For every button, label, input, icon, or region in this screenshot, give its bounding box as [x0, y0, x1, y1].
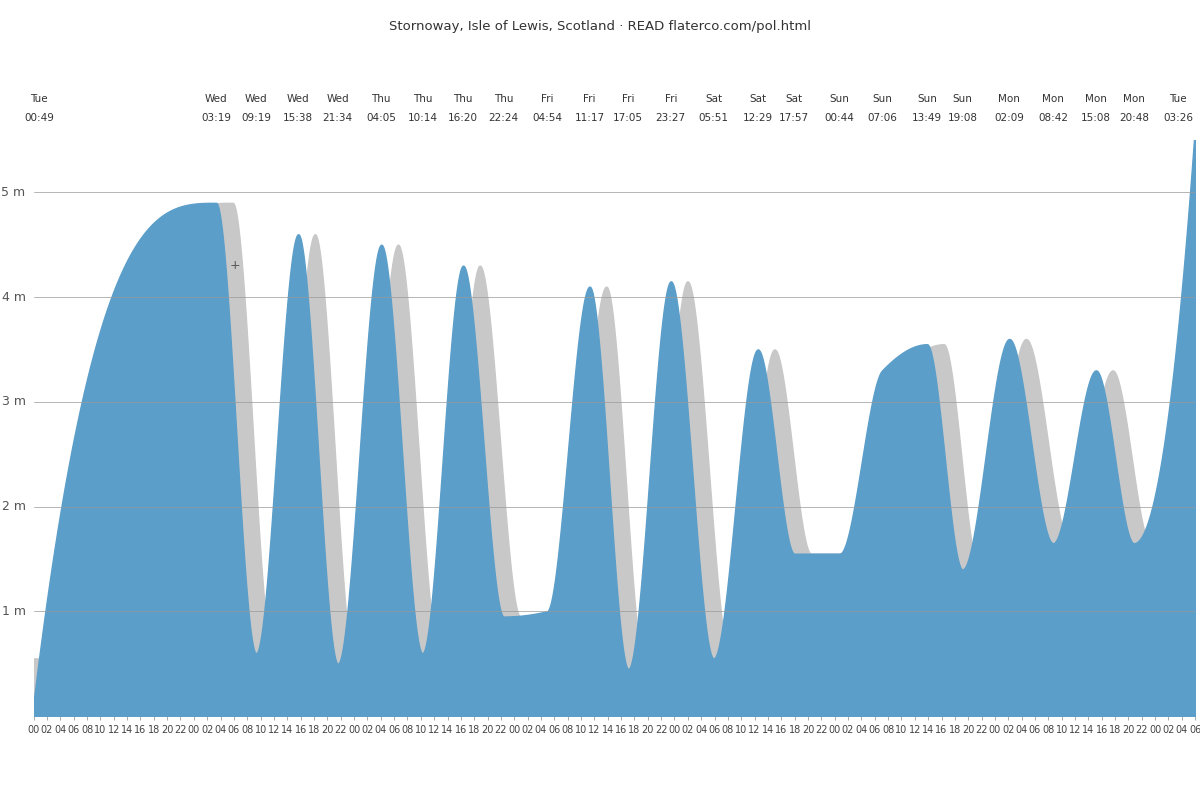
Text: 13:49: 13:49	[912, 114, 942, 123]
Text: Thu: Thu	[454, 94, 473, 104]
Text: +: +	[230, 259, 240, 272]
Text: Sun: Sun	[872, 94, 892, 104]
Text: Stornoway, Isle of Lewis, Scotland · READ flaterco.com/pol.html: Stornoway, Isle of Lewis, Scotland · REA…	[389, 20, 811, 33]
Text: 15:08: 15:08	[1081, 114, 1111, 123]
Text: Thu: Thu	[413, 94, 432, 104]
Text: 08:42: 08:42	[1038, 114, 1068, 123]
Text: 04:05: 04:05	[366, 114, 396, 123]
Text: 15:38: 15:38	[283, 114, 313, 123]
Text: Sun: Sun	[917, 94, 937, 104]
Text: 23:27: 23:27	[655, 114, 686, 123]
Text: Mon: Mon	[998, 94, 1020, 104]
Text: Fri: Fri	[541, 94, 553, 104]
Text: 1 m: 1 m	[1, 605, 25, 618]
Text: Wed: Wed	[326, 94, 349, 104]
Text: 22:24: 22:24	[488, 114, 518, 123]
Text: Wed: Wed	[245, 94, 268, 104]
Text: Sun: Sun	[953, 94, 972, 104]
Text: Mon: Mon	[1042, 94, 1064, 104]
Text: Fri: Fri	[665, 94, 677, 104]
Text: Mon: Mon	[1085, 94, 1106, 104]
Text: 03:26: 03:26	[1163, 114, 1193, 123]
Text: Wed: Wed	[205, 94, 227, 104]
Text: 00:49: 00:49	[24, 114, 54, 123]
Text: Thu: Thu	[494, 94, 514, 104]
Text: Tue: Tue	[30, 94, 48, 104]
Text: 05:51: 05:51	[698, 114, 728, 123]
Text: 04:54: 04:54	[532, 114, 562, 123]
Text: 07:06: 07:06	[868, 114, 898, 123]
Text: 20:48: 20:48	[1118, 114, 1148, 123]
Text: 17:05: 17:05	[613, 114, 643, 123]
Text: 03:19: 03:19	[200, 114, 230, 123]
Text: 02:09: 02:09	[995, 114, 1025, 123]
Text: 11:17: 11:17	[575, 114, 605, 123]
Text: 3 m: 3 m	[1, 395, 25, 408]
Text: Fri: Fri	[622, 94, 635, 104]
Text: 5 m: 5 m	[1, 186, 25, 199]
Text: 16:20: 16:20	[448, 114, 478, 123]
Text: Tue: Tue	[1169, 94, 1187, 104]
Text: 17:57: 17:57	[779, 114, 809, 123]
Text: 10:14: 10:14	[407, 114, 437, 123]
Text: 09:19: 09:19	[241, 114, 271, 123]
Text: 19:08: 19:08	[948, 114, 978, 123]
Text: Thu: Thu	[372, 94, 391, 104]
Text: 2 m: 2 m	[1, 500, 25, 513]
Text: 12:29: 12:29	[743, 114, 773, 123]
Text: Mon: Mon	[1123, 94, 1145, 104]
Text: Fri: Fri	[583, 94, 596, 104]
Text: 21:34: 21:34	[323, 114, 353, 123]
Text: 4 m: 4 m	[1, 290, 25, 303]
Text: Sat: Sat	[704, 94, 722, 104]
Text: Sat: Sat	[749, 94, 767, 104]
Text: Sat: Sat	[786, 94, 803, 104]
Text: Sun: Sun	[829, 94, 850, 104]
Text: Wed: Wed	[287, 94, 310, 104]
Text: 00:44: 00:44	[824, 114, 854, 123]
